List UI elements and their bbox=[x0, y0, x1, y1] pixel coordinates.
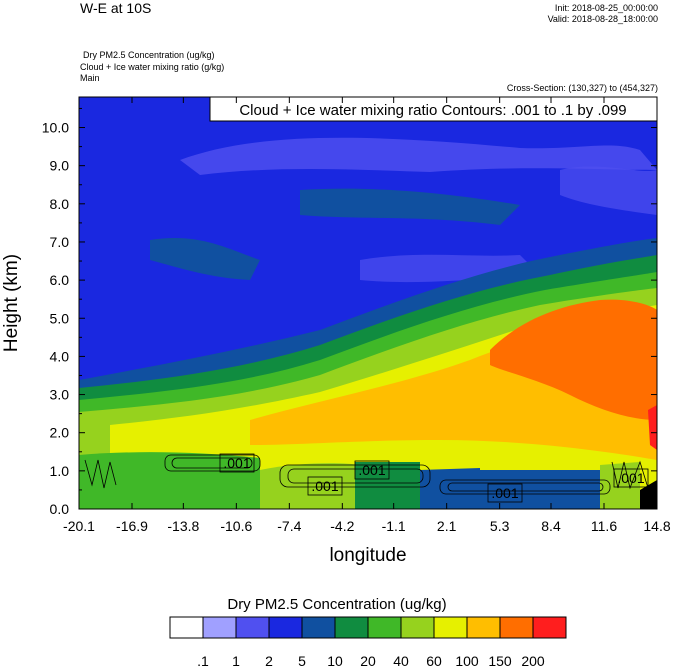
chart-title: W-E at 10S bbox=[80, 0, 152, 16]
x-tick-label: 2.1 bbox=[437, 518, 457, 534]
init-time: Init: 2018-08-25_00:00:00 bbox=[554, 3, 658, 13]
x-tick-label: -10.6 bbox=[220, 518, 252, 534]
colorbar-label: 100 bbox=[455, 653, 479, 667]
field-name-cloud: Cloud + Ice water mixing ratio (g/kg) bbox=[80, 62, 225, 72]
x-tick-label: 11.6 bbox=[591, 518, 617, 534]
colorbar-swatch bbox=[169, 616, 204, 639]
colorbar-label: .1 bbox=[197, 653, 209, 667]
contour-info-text: Cloud + Ice water mixing ratio Contours:… bbox=[239, 102, 626, 119]
colorbar-label: 1 bbox=[232, 653, 240, 667]
y-tick-label: 9.0 bbox=[50, 158, 70, 174]
colorbar-label: 20 bbox=[360, 653, 376, 667]
x-tick-label: 14.8 bbox=[643, 518, 670, 534]
contour-label: .001 bbox=[358, 462, 385, 478]
contour-label-box bbox=[354, 460, 390, 480]
colorbar-label: 60 bbox=[426, 653, 442, 667]
contour-label-box bbox=[219, 453, 255, 473]
colorbar-swatch bbox=[268, 616, 303, 639]
valid-time: Valid: 2018-08-28_18:00:00 bbox=[547, 14, 658, 24]
colorbar-swatch bbox=[433, 616, 468, 639]
colorbar-swatch bbox=[499, 616, 534, 639]
y-tick-label: 0.0 bbox=[50, 501, 70, 517]
colorbar-label: 40 bbox=[393, 653, 409, 667]
x-axis-label: longitude bbox=[329, 545, 406, 566]
colorbar-title: Dry PM2.5 Concentration (ug/kg) bbox=[227, 596, 447, 613]
contour-label-box bbox=[487, 483, 523, 503]
field-name-domain: Main bbox=[80, 73, 100, 83]
x-tick-label: -20.1 bbox=[63, 518, 95, 534]
colorbar-swatch bbox=[334, 616, 369, 639]
cross-section-label: Cross-Section: (130,327) to (454,327) bbox=[506, 83, 658, 93]
contour-info-box bbox=[209, 96, 658, 122]
x-tick-label: 5.3 bbox=[490, 518, 510, 534]
x-tick-label: 8.4 bbox=[541, 518, 561, 534]
colorbar-label: 150 bbox=[488, 653, 512, 667]
colorbar: .1 1 2 5 10 20 40 60 100 150 200 bbox=[169, 616, 567, 667]
colorbar-label: 2 bbox=[265, 653, 273, 667]
y-tick-label: 5.0 bbox=[50, 310, 70, 326]
contour-label: .001 bbox=[311, 478, 338, 494]
x-tick-label: -1.1 bbox=[382, 518, 406, 534]
y-axis-label: Height (km) bbox=[1, 254, 22, 352]
contour-label: .001 bbox=[491, 485, 518, 501]
field-name-pm25: Dry PM2.5 Concentration (ug/kg) bbox=[83, 50, 215, 60]
colorbar-label: 5 bbox=[298, 653, 306, 667]
contour-label: .001 bbox=[617, 470, 644, 486]
colorbar-swatch bbox=[202, 616, 237, 639]
colorbar-label: 10 bbox=[327, 653, 343, 667]
y-tick-label: 8.0 bbox=[50, 196, 70, 212]
contour-label-box bbox=[613, 468, 649, 488]
contour-label: .001 bbox=[223, 455, 250, 471]
y-tick-label: 10.0 bbox=[42, 120, 69, 136]
x-tick-label: -13.8 bbox=[167, 518, 199, 534]
colorbar-swatch bbox=[235, 616, 270, 639]
contour-label-box bbox=[307, 476, 343, 496]
x-tick-label: -16.9 bbox=[116, 518, 148, 534]
colorbar-swatch bbox=[301, 616, 336, 639]
colorbar-swatch bbox=[367, 616, 402, 639]
y-tick-label: 1.0 bbox=[50, 463, 70, 479]
y-tick-label: 3.0 bbox=[50, 387, 70, 403]
colorbar-swatch bbox=[466, 616, 501, 639]
pm25-field bbox=[79, 97, 657, 509]
y-tick-label: 4.0 bbox=[50, 348, 70, 364]
y-tick-label: 6.0 bbox=[50, 272, 70, 288]
colorbar-swatch bbox=[400, 616, 435, 639]
y-tick-label: 2.0 bbox=[50, 425, 70, 441]
colorbar-swatch bbox=[532, 616, 567, 639]
colorbar-label: 200 bbox=[521, 653, 545, 667]
x-tick-label: -4.2 bbox=[330, 518, 354, 534]
x-tick-label: -7.4 bbox=[277, 518, 301, 534]
y-tick-label: 7.0 bbox=[50, 234, 70, 250]
